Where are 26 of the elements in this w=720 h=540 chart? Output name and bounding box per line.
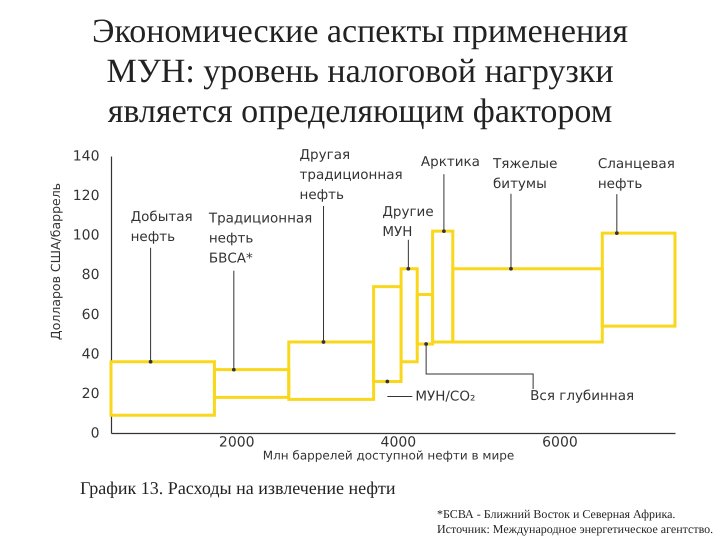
annotation: Добытая нефть	[130, 208, 193, 245]
annotation: Тяжелые битумы	[492, 156, 558, 192]
annotation: Другая традиционная нефть	[300, 146, 403, 203]
x-tick-label: 6000	[542, 434, 578, 450]
text: *БСВА - Ближний Восток и Северная Африка.	[437, 507, 676, 522]
y-tick-label: 20	[82, 386, 100, 402]
y-tick-label: 80	[82, 267, 100, 284]
y-tick-label: 40	[82, 346, 100, 362]
y-tick-label: 120	[72, 188, 100, 204]
annotation: Сланцевая нефть	[598, 156, 675, 192]
x-tick-label: 2000	[218, 434, 255, 450]
y-tick-label: 140	[72, 148, 100, 164]
y-tick-label: 100	[72, 228, 100, 244]
annotation: Традиционная нефть БВСА*	[208, 210, 312, 267]
y-axis-title: Долларов США/баррель	[48, 182, 63, 340]
x-tick-label: 4000	[380, 434, 416, 450]
y-tick-label: 60	[82, 306, 100, 323]
annotation: Арктика	[420, 154, 480, 170]
annotation: Другие МУН	[382, 204, 434, 240]
text: Источник: Международное энергетическое агентство.	[437, 522, 714, 537]
annotation: Вся глубинная	[530, 388, 634, 404]
text: График 13. Расходы на извлечение нефти	[80, 478, 396, 498]
y-tick-label: 0	[90, 426, 100, 442]
annotation: МУН/CO₂	[415, 388, 476, 405]
chart-title: Экономические аспекты применения МУН: уровень налоговой нагрузки является определяющим фактором	[91, 12, 629, 132]
x-axis-title: Млн баррелей доступной нефти в мире	[262, 448, 514, 462]
